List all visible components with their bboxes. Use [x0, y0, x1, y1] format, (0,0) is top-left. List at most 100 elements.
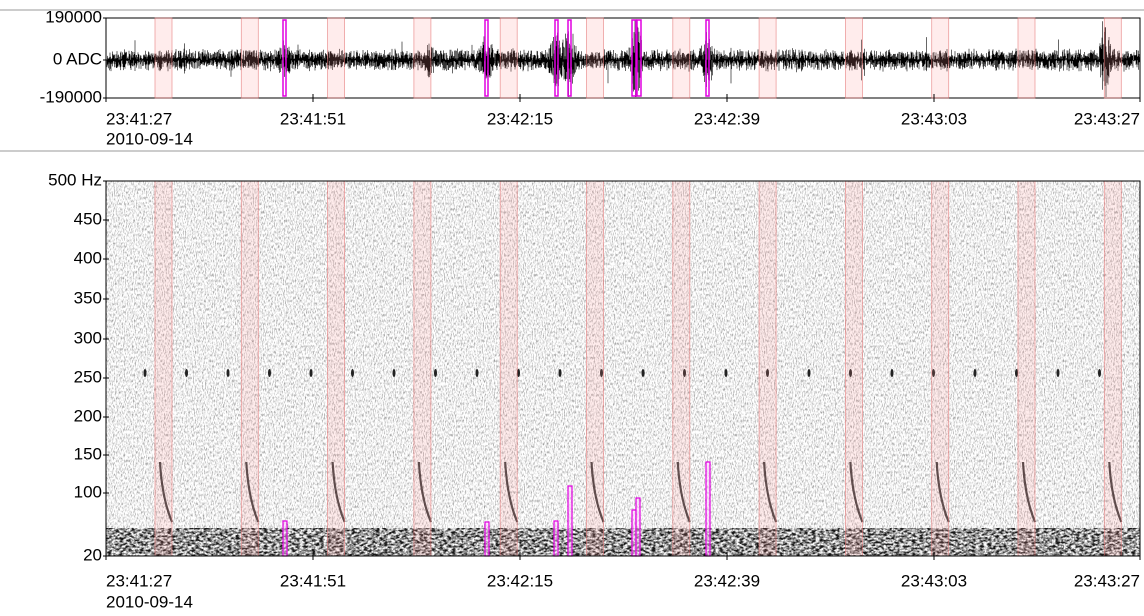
tone-dot	[1056, 369, 1060, 377]
pick-marker	[282, 19, 287, 97]
event-band	[413, 180, 432, 557]
y-tick-label: 190000	[45, 7, 102, 26]
event-band	[1017, 180, 1036, 557]
x-tick-label: 23:41:27	[106, 109, 172, 128]
chirp	[504, 461, 519, 523]
x-tick-label: 23:42:15	[487, 571, 553, 590]
x-tick-label: 23:41:27	[106, 571, 172, 590]
x-tick-label: 23:43:03	[901, 109, 967, 128]
event-band	[586, 180, 604, 557]
tone-dot	[143, 369, 147, 377]
tone-dot	[226, 369, 230, 377]
y-tick-label: 400	[74, 248, 102, 267]
spectrogram-noise	[106, 181, 1140, 556]
chirp	[1021, 461, 1037, 523]
tone-dot	[558, 369, 562, 377]
event-band	[931, 17, 950, 99]
tone-dot	[807, 369, 811, 377]
x-tick-label: 23:42:39	[694, 109, 760, 128]
chirp	[849, 461, 864, 523]
spectrogram-frame	[105, 180, 1141, 557]
overlay	[154, 17, 1122, 557]
low-frequency-noise	[106, 528, 1140, 556]
y-tick-label: 100	[74, 482, 102, 501]
tone-dot	[973, 369, 977, 377]
event-band	[327, 17, 346, 99]
event-band	[845, 180, 863, 557]
event-band	[154, 180, 173, 557]
event-band	[672, 17, 691, 99]
tone-dot	[641, 369, 645, 377]
tone-dot	[1015, 369, 1018, 377]
x-tick-label: 23:43:27	[1074, 109, 1140, 128]
event-band	[931, 180, 950, 557]
pick-marker	[484, 521, 490, 557]
tone-dot	[766, 369, 769, 377]
x-tick-label: 23:42:39	[694, 571, 760, 590]
x-tick-label: 23:43:27	[1074, 571, 1140, 590]
y-tick-label: -190000	[40, 87, 102, 106]
event-band	[240, 180, 259, 557]
date-label: 2010-09-14	[106, 129, 193, 148]
pick-marker	[484, 19, 489, 97]
pick-marker	[553, 520, 559, 557]
chirp	[590, 461, 605, 523]
pick-marker	[554, 19, 559, 97]
tone-dot	[517, 369, 520, 377]
y-tick-label: 300	[74, 328, 102, 347]
chirp	[676, 461, 691, 523]
chirp	[1108, 461, 1123, 523]
tone-dot	[185, 369, 188, 377]
tone-dot	[849, 369, 852, 377]
event-band	[1103, 17, 1122, 99]
y-tick-label: 20	[83, 545, 102, 564]
event-band	[240, 17, 259, 99]
y-tick-label: 0 ADC	[53, 49, 102, 68]
tone-dot	[268, 369, 271, 377]
pick-marker	[705, 461, 711, 557]
event-band	[413, 17, 432, 99]
x-tick-label: 23:42:15	[487, 109, 553, 128]
event-band	[845, 17, 863, 99]
pick-marker	[567, 485, 573, 557]
tone-dot	[932, 369, 935, 377]
event-band	[586, 17, 604, 99]
event-band	[1103, 180, 1122, 557]
tone-dot	[392, 369, 396, 377]
event-band	[758, 17, 777, 99]
spectrogram-panel	[106, 181, 1140, 556]
y-tick-label: 250	[74, 367, 102, 386]
tone-dot	[475, 369, 479, 377]
pick-marker	[705, 19, 710, 97]
x-tick-label: 23:43:03	[901, 571, 967, 590]
chirp	[331, 461, 346, 523]
event-band	[154, 17, 173, 99]
pick-marker	[631, 19, 637, 97]
tone-dot	[434, 369, 437, 377]
event-band	[499, 180, 518, 557]
y-tick-label: 150	[74, 444, 102, 463]
waveform-panel	[105, 17, 1141, 99]
event-band	[1017, 17, 1036, 99]
chirp	[935, 461, 950, 523]
date-label: 2010-09-14	[106, 592, 193, 611]
tone-dot	[600, 369, 603, 377]
event-band	[672, 180, 691, 557]
x-tick-label: 23:41:51	[280, 109, 346, 128]
y-tick-label: 500 Hz	[48, 170, 102, 189]
y-tick-label: 200	[74, 406, 102, 425]
tone-dot	[309, 369, 313, 377]
y-tick-label: 350	[74, 288, 102, 307]
waveform-trace	[106, 20, 1140, 97]
y-tick-label: 450	[74, 209, 102, 228]
tone-dot	[724, 369, 728, 377]
tone-dot	[683, 369, 686, 377]
chirp	[245, 461, 260, 523]
tone-dot	[351, 369, 354, 377]
event-band	[327, 180, 346, 557]
event-band	[758, 180, 777, 557]
chirp	[763, 461, 778, 523]
pick-marker	[282, 520, 288, 557]
x-tick-label: 23:41:51	[280, 571, 346, 590]
